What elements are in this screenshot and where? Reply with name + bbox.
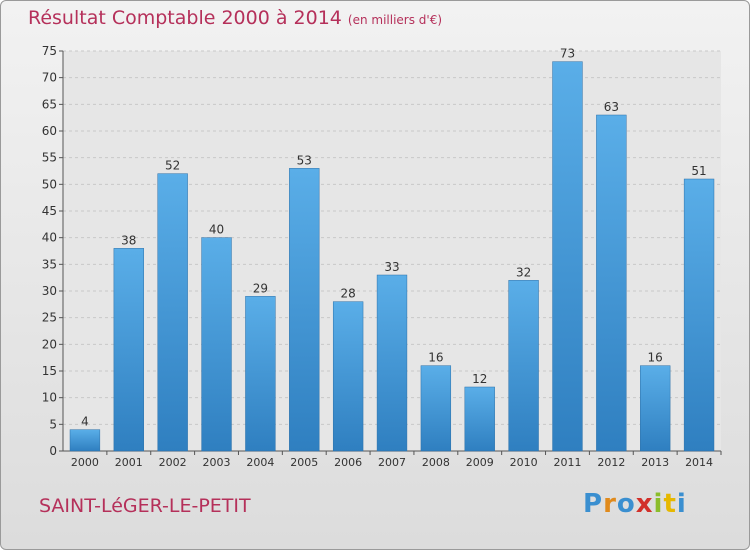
bar xyxy=(508,280,539,452)
data-label: 28 xyxy=(340,287,355,301)
x-tick-label: 2001 xyxy=(115,456,143,469)
data-label: 32 xyxy=(516,265,531,279)
logo-letter: t xyxy=(663,489,677,519)
bar xyxy=(245,296,276,452)
commune-name: SAINT-LéGER-LE-PETIT xyxy=(39,495,251,517)
bar xyxy=(332,301,364,452)
x-tick-label: 2003 xyxy=(203,456,231,469)
y-tick-label: 50 xyxy=(42,177,57,191)
data-label: 12 xyxy=(472,372,487,386)
bar xyxy=(596,114,627,452)
y-tick-label: 60 xyxy=(42,124,57,138)
chart-title-text: Résultat Comptable 2000 à 2014 xyxy=(28,7,342,29)
y-tick-label: 70 xyxy=(42,71,57,85)
data-label: 52 xyxy=(165,159,180,173)
logo-letter: i xyxy=(653,489,664,519)
data-label: 40 xyxy=(209,223,224,237)
y-tick-label: 5 xyxy=(49,417,57,431)
x-tick-label: 2000 xyxy=(71,456,99,469)
data-label: 53 xyxy=(297,153,312,167)
data-label: 16 xyxy=(648,351,663,365)
x-tick-label: 2014 xyxy=(685,456,713,469)
bar xyxy=(640,365,671,452)
x-tick-label: 2008 xyxy=(422,456,450,469)
bar xyxy=(376,274,408,452)
data-label: 4 xyxy=(81,415,89,429)
data-label: 63 xyxy=(604,100,619,114)
bar xyxy=(289,168,320,452)
y-tick-label: 75 xyxy=(42,44,57,58)
y-tick-label: 30 xyxy=(42,284,57,298)
bar xyxy=(683,178,715,452)
proxiti-logo: Proxiti xyxy=(583,489,687,519)
logo-letter: P xyxy=(583,489,604,519)
y-tick-label: 10 xyxy=(42,391,57,405)
x-tick-label: 2012 xyxy=(597,456,625,469)
logo-letter: r xyxy=(603,489,617,519)
data-label: 38 xyxy=(121,233,136,247)
x-tick-label: 2010 xyxy=(510,456,538,469)
x-tick-label: 2002 xyxy=(159,456,187,469)
chart-title: Résultat Comptable 2000 à 2014 (en millie… xyxy=(28,7,442,29)
bar xyxy=(157,173,188,452)
y-tick-label: 0 xyxy=(49,444,57,458)
x-tick-label: 2013 xyxy=(641,456,669,469)
data-label: 29 xyxy=(253,281,268,295)
data-label: 33 xyxy=(384,260,399,274)
y-tick-label: 25 xyxy=(42,311,57,325)
y-tick-label: 65 xyxy=(42,97,57,111)
y-tick-label: 20 xyxy=(42,337,57,351)
bar xyxy=(464,386,495,452)
logo-letter: x xyxy=(635,489,654,519)
bar xyxy=(420,365,452,452)
data-label: 16 xyxy=(428,351,443,365)
logo-letter: i xyxy=(676,489,687,519)
y-tick-label: 55 xyxy=(42,151,57,165)
data-label: 51 xyxy=(691,164,706,178)
x-tick-label: 2005 xyxy=(290,456,318,469)
bar xyxy=(201,237,232,452)
data-label: 73 xyxy=(560,47,575,61)
x-tick-label: 2011 xyxy=(553,456,581,469)
x-tick-label: 2006 xyxy=(334,456,362,469)
y-tick-label: 15 xyxy=(42,364,57,378)
logo-letter: o xyxy=(616,489,636,519)
chart-subtitle: (en milliers d'€) xyxy=(347,13,443,27)
bar xyxy=(113,248,144,452)
y-tick-label: 40 xyxy=(42,231,57,245)
x-tick-label: 2009 xyxy=(466,456,494,469)
y-tick-label: 45 xyxy=(42,204,57,218)
x-tick-label: 2007 xyxy=(378,456,406,469)
bar xyxy=(69,429,101,452)
x-tick-label: 2004 xyxy=(246,456,274,469)
bar xyxy=(552,61,583,452)
y-tick-label: 35 xyxy=(42,257,57,271)
